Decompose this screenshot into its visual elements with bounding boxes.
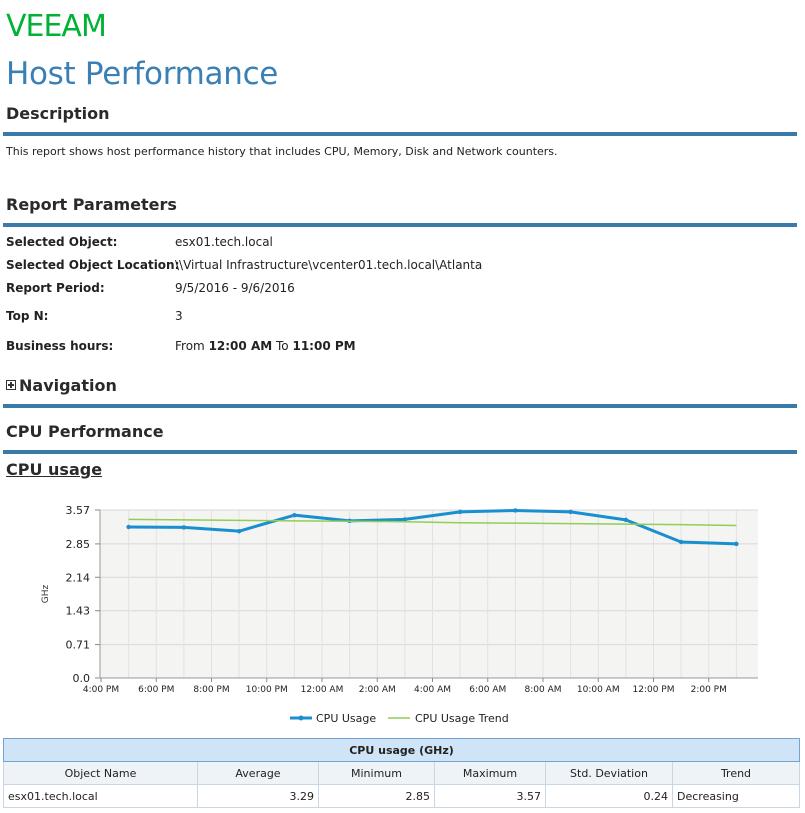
cpu-usage-point — [457, 509, 463, 515]
y-tick-label: 2.85 — [66, 538, 91, 551]
x-tick-label: 2:00 AM — [359, 685, 396, 695]
param-value-selected-object: esx01.tech.local — [175, 235, 273, 249]
param-label-report-period: Report Period: — [6, 281, 105, 295]
y-tick-label: 3.57 — [66, 504, 91, 517]
x-tick-label: 8:00 PM — [193, 685, 229, 695]
cpu-usage-point — [623, 517, 629, 523]
param-label-top-n: Top N: — [6, 309, 49, 323]
x-tick-label: 6:00 PM — [138, 685, 174, 695]
x-tick-label: 8:00 AM — [525, 685, 562, 695]
param-value-report-period: 9/5/2016 - 9/6/2016 — [175, 281, 295, 295]
x-tick-label: 10:00 AM — [577, 685, 620, 695]
cpu-usage-chart: 0.0 0.71 1.43 2.14 2.85 3.57 6:00 PM 8:00 PM 10:… — [41, 504, 758, 725]
y-tick-label: 2.14 — [66, 571, 91, 584]
business-hours-from-text: From — [175, 339, 205, 353]
description-text: This report shows host performance histo… — [6, 145, 558, 158]
cpu-usage-point — [568, 509, 573, 515]
y-tick-label: 0.0 — [73, 672, 91, 685]
x-tick-label: 6:00 AM — [469, 685, 506, 695]
cell-std-deviation: 0.24 — [545, 784, 673, 808]
param-value-business-hours: From 12:00 AM To 11:00 PM — [175, 339, 356, 353]
business-hours-to-text: To — [276, 339, 289, 353]
column-header-trend: Trend — [672, 761, 800, 785]
navigation-heading[interactable]: Navigation — [19, 376, 117, 395]
legend-label-cpu-usage-trend: CPU Usage Trend — [415, 712, 509, 725]
y-axis-label: GHz — [41, 584, 51, 603]
x-tick-label: 2:00 PM — [691, 685, 727, 695]
cpu-usage-point — [678, 539, 684, 545]
x-tick-label: 12:00 AM — [301, 685, 344, 695]
report-parameters-heading: Report Parameters — [6, 195, 177, 214]
column-header-std-deviation: Std. Deviation — [545, 761, 673, 785]
legend-label-cpu-usage: CPU Usage — [316, 712, 376, 725]
cpu-usage-trend-line — [128, 518, 737, 527]
section-divider — [3, 132, 797, 136]
section-divider — [3, 404, 797, 408]
section-divider — [3, 223, 797, 227]
legend-marker-cpu-usage — [298, 715, 304, 721]
cpu-usage-point — [513, 508, 518, 513]
svg-text:VEEAM: VEEAM — [6, 9, 106, 40]
cpu-usage-heading: CPU usage — [6, 460, 103, 479]
cell-minimum: 2.85 — [318, 784, 435, 808]
chart-legend: CPU Usage CPU Usage Trend — [290, 712, 509, 725]
y-tick-label: 1.43 — [66, 605, 91, 618]
cpu-usage-table: CPU usage (GHz) Object Name Average Mini… — [3, 738, 800, 808]
cpu-usage-point — [181, 525, 187, 530]
cpu-usage-point — [236, 528, 242, 534]
column-header-maximum: Maximum — [434, 761, 546, 785]
column-header-average: Average — [197, 761, 319, 785]
x-tick-label: 12:00 PM — [633, 685, 675, 695]
cpu-usage-point — [734, 541, 739, 547]
param-value-top-n: 3 — [175, 309, 183, 323]
x-tick-label: 4:00 PM — [83, 685, 119, 695]
cpu-usage-point — [126, 524, 131, 530]
business-hours-from-value: 12:00 AM — [208, 339, 273, 353]
description-heading: Description — [6, 104, 110, 123]
x-tick-label: 4:00 AM — [414, 685, 451, 695]
param-label-location: Selected Object Location: — [6, 258, 180, 272]
section-divider — [3, 450, 797, 454]
column-header-object-name: Object Name — [3, 761, 198, 785]
cpu-usage-point — [402, 517, 408, 522]
param-label-selected-object: Selected Object: — [6, 235, 118, 249]
plot-area — [100, 510, 758, 678]
cell-maximum: 3.57 — [434, 784, 546, 808]
veeam-logo: VEEAM — [6, 9, 107, 40]
table-row: esx01.tech.local 3.29 2.85 3.57 0.24 Dec… — [3, 784, 800, 808]
cell-trend: Decreasing — [672, 784, 800, 808]
cell-object-name: esx01.tech.local — [3, 784, 198, 808]
table-caption: CPU usage (GHz) — [3, 738, 800, 762]
column-header-minimum: Minimum — [318, 761, 435, 785]
business-hours-to-value: 11:00 PM — [292, 339, 356, 353]
expand-icon[interactable] — [6, 380, 16, 390]
page-title: Host Performance — [6, 56, 279, 92]
cpu-performance-heading: CPU Performance — [6, 422, 164, 441]
y-tick-label: 0.71 — [66, 639, 91, 652]
param-value-location: \\Virtual Infrastructure\vcenter01.tech.… — [175, 258, 483, 272]
x-tick-label: 10:00 PM — [246, 685, 288, 695]
cpu-usage-point — [292, 512, 297, 518]
cell-average: 3.29 — [197, 784, 319, 808]
param-label-business-hours: Business hours: — [6, 339, 114, 353]
